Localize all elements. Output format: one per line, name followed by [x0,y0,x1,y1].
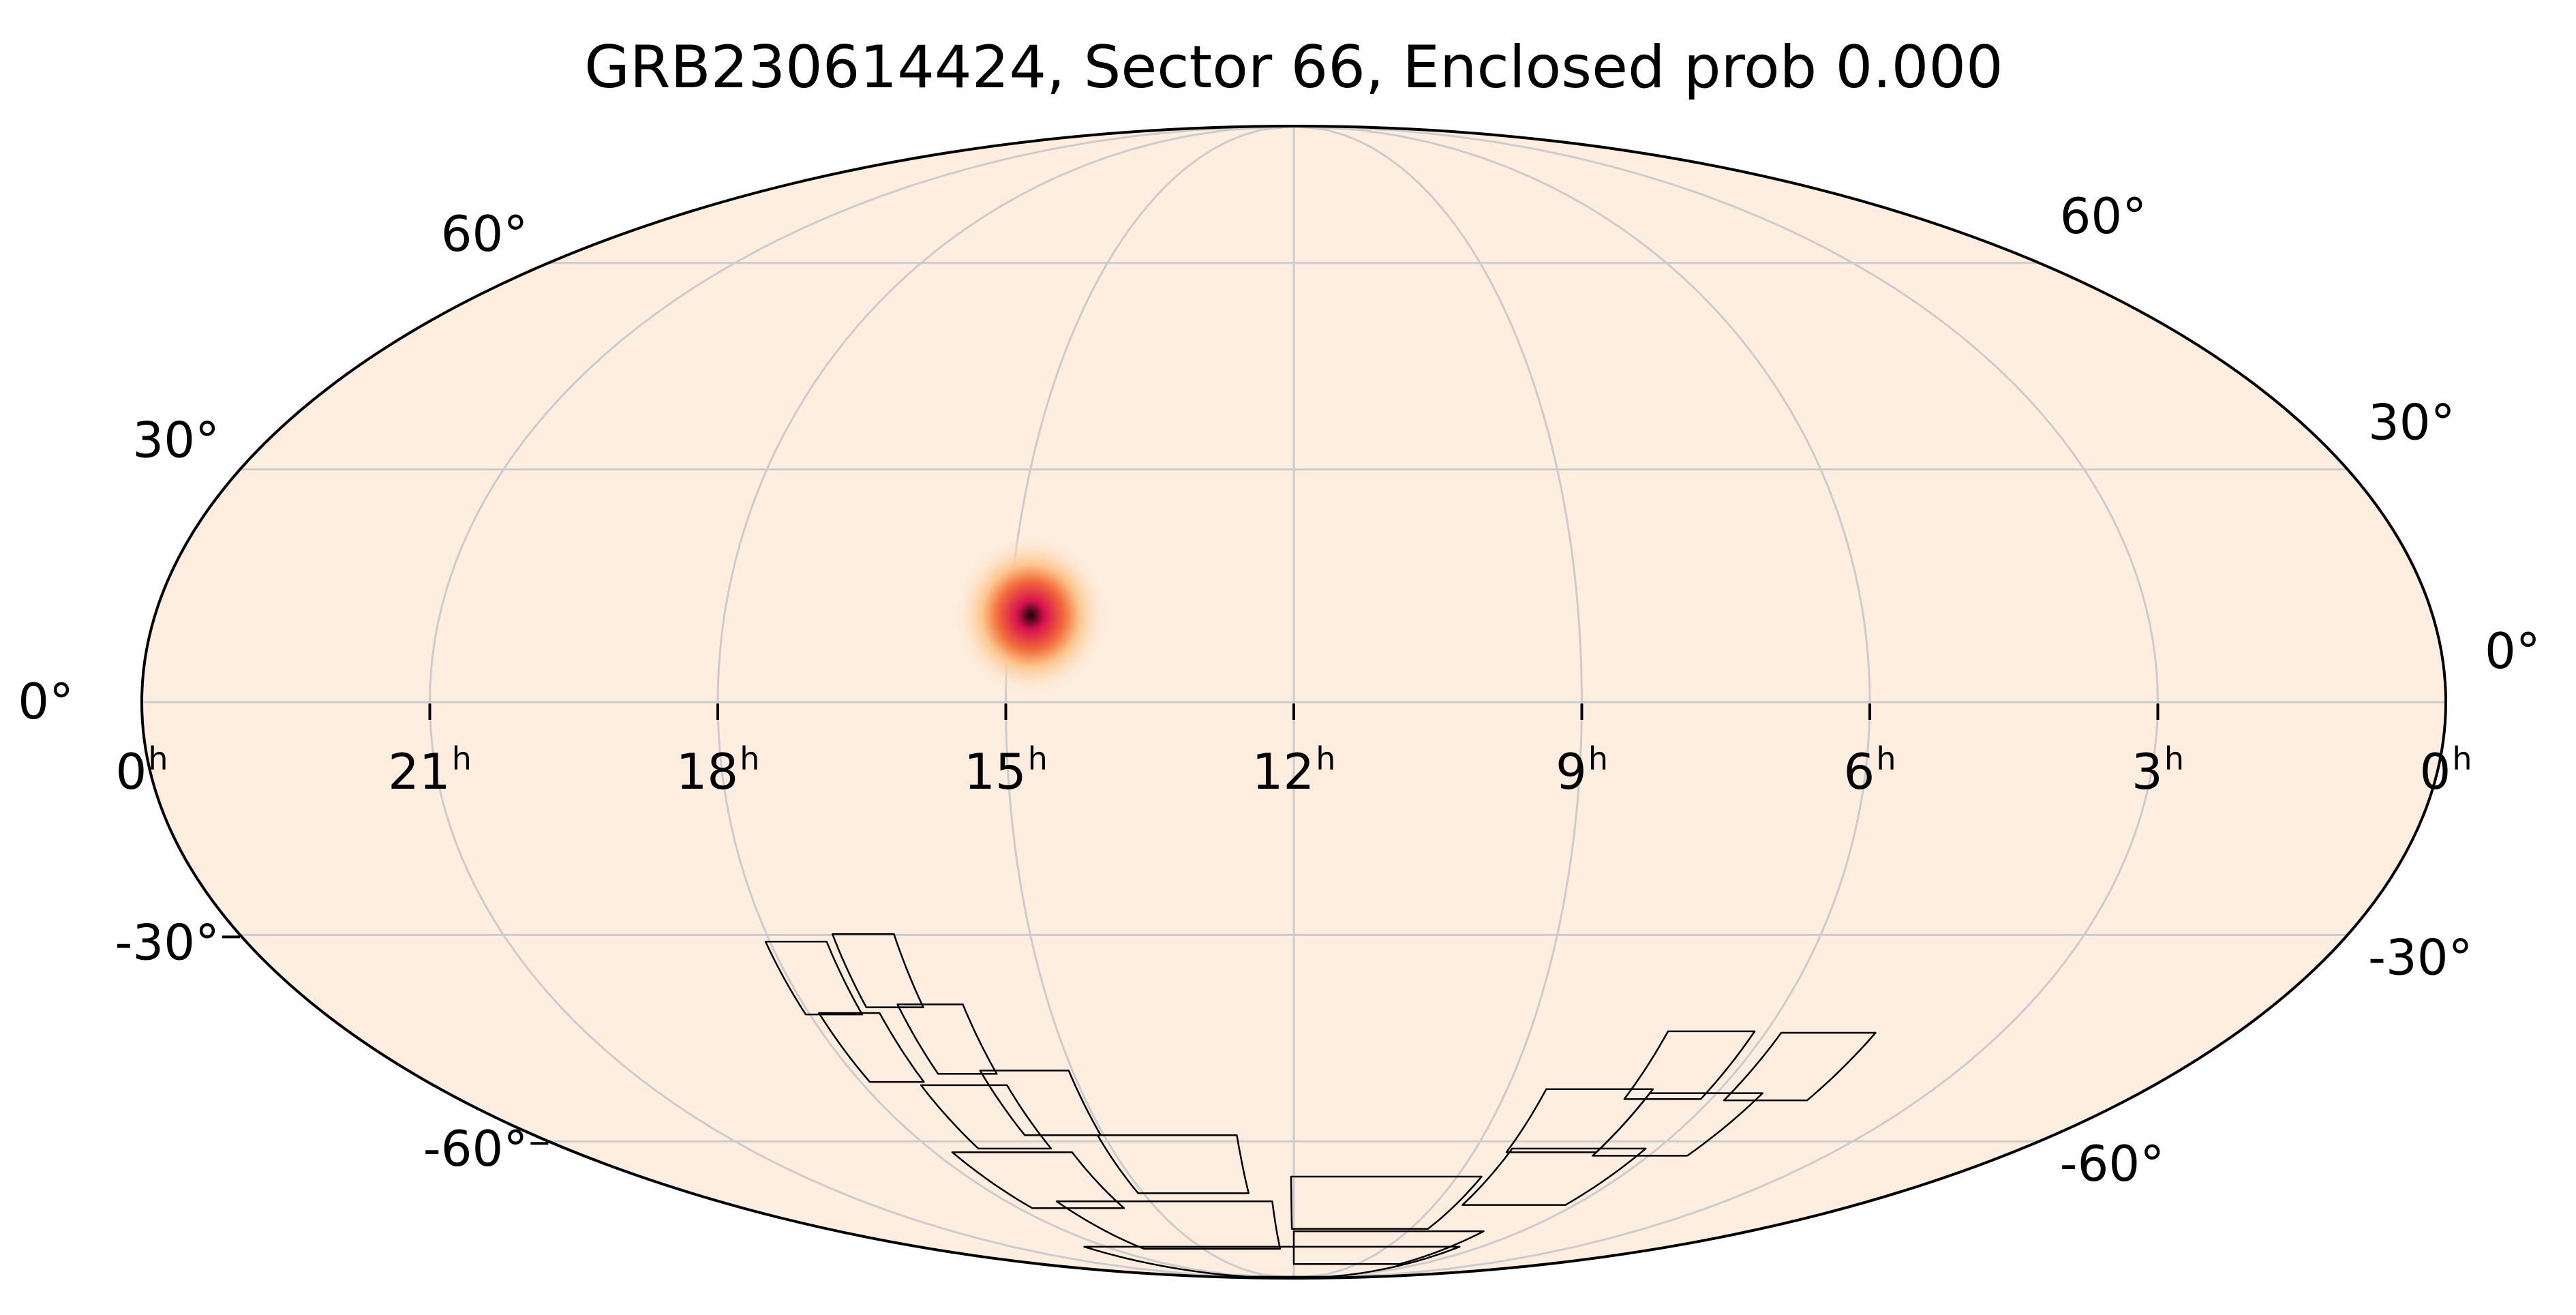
dec-tick-label-left: 0° [18,673,74,730]
dec-tick-label-right: 60° [2060,187,2147,245]
sector-footprint [1055,1200,1282,1250]
ra-tick-label: 3h [2132,740,2184,800]
sector-footprint [1461,1147,1647,1206]
sector-footprints [764,933,1877,1278]
sector-footprint [818,1012,925,1083]
sector-footprint [1290,1175,1483,1230]
dec-tick-label-left: -30° [115,913,219,971]
grid-meridian [428,126,1294,1278]
grid-meridian [1293,126,1871,1278]
ra-tick-label: 18h [676,740,760,800]
dec-tick-label-right: -60° [2060,1135,2165,1192]
sky-outline [140,125,2447,1280]
ra-tick-label: 15h [964,740,1048,800]
sector-footprint [831,933,924,1008]
ra-tick-labels: 0h 21h 18h 15h 12h 9h 6h 3h 0h [116,740,2472,800]
dec-tick-label-left: -60° [423,1120,528,1177]
sector-footprint [951,1151,1125,1209]
grid-meridian [716,126,1294,1278]
sector-footprint [1592,1092,1764,1157]
sector-footprint [1623,1030,1756,1100]
sector-footprint [1723,1031,1877,1102]
dec-tick-labels: 60° 30° 0° -30° -60° 60° 30° 0° -30° -60° [18,187,2541,1192]
ra-ticks [222,704,2160,1145]
sector-footprint [896,1003,998,1075]
sector-footprint [979,1070,1102,1136]
coordinate-grid [142,126,2446,1278]
dec-tick-label-left: 60° [441,205,528,262]
dec-tick-label-right: 30° [2368,394,2455,451]
chart-title: GRB230614424, Sector 66, Enclosed prob 0… [584,33,2003,102]
probability-hotspot-layer [952,534,1109,697]
dec-tick-label-right: -30° [2368,928,2473,986]
dec-tick-label-left: 30° [132,412,219,469]
ra-tick-label: 6h [1844,740,1896,800]
ra-tick-label: 0h [116,740,168,800]
sector-footprint [1505,1088,1654,1153]
dec-tick-label-right: 0° [2485,622,2541,680]
ra-tick-label: 12h [1252,740,1336,800]
ra-tick-label: 0h [2420,740,2472,800]
sector-footprint [764,940,864,1016]
ra-tick-label: 21h [388,740,472,800]
sector-footprint [920,1084,1052,1150]
grid-meridian [1293,126,2160,1278]
sector-footprint [1096,1134,1250,1194]
grid-meridian [1004,126,1294,1278]
grid-meridian [1293,126,1584,1278]
ra-tick-label: 9h [1556,740,1608,800]
probability-hotspot [952,534,1109,697]
sector-footprint [1292,1230,1485,1265]
